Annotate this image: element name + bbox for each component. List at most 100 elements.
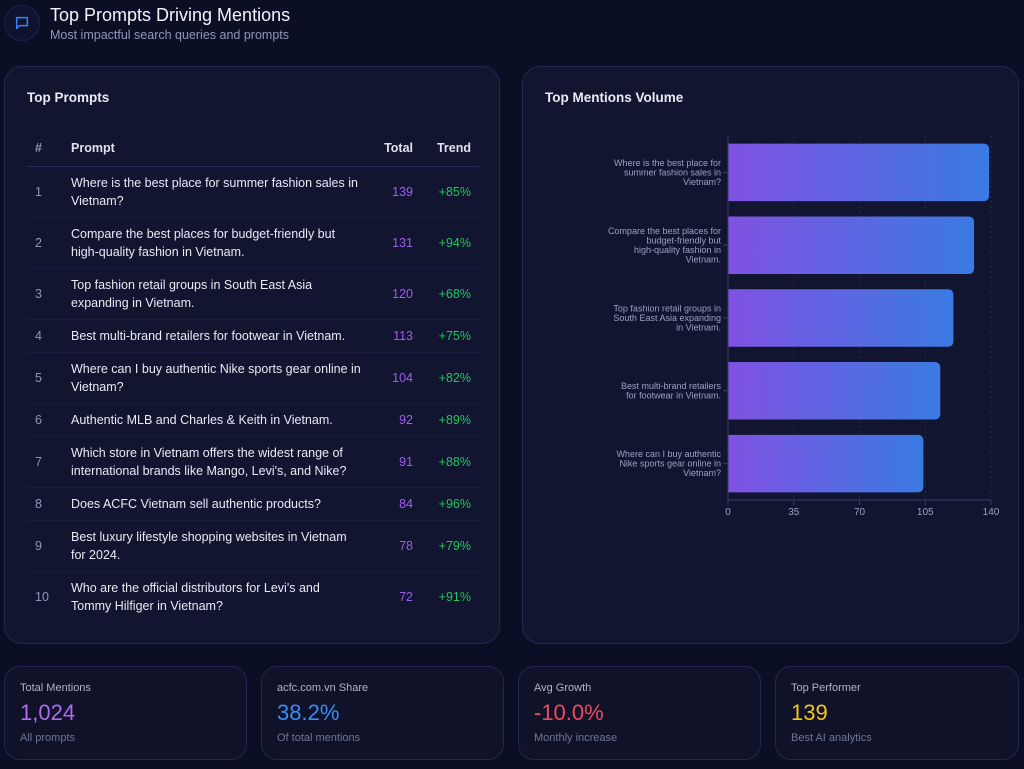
row-rank: 3 xyxy=(27,268,71,320)
page-header: Top Prompts Driving Mentions Most impact… xyxy=(4,2,290,46)
x-tick-label: 70 xyxy=(854,507,866,518)
bar-5 xyxy=(728,434,924,493)
top-prompts-table: # Prompt Total Trend 1 Where is the best … xyxy=(27,131,479,622)
row-total: 113 xyxy=(373,319,413,353)
y-category-label-line: Vietnam? xyxy=(683,177,721,187)
column-header-trend[interactable]: Trend xyxy=(413,131,479,167)
row-trend: +89% xyxy=(413,403,479,437)
y-category-label-line: Best multi-brand retailers xyxy=(621,381,722,391)
row-prompt: Compare the best places for budget-frien… xyxy=(71,217,373,269)
y-category-label: Where is the best place for summer fashio… xyxy=(614,158,721,187)
y-category-label-line: summer fashion sales in xyxy=(624,167,721,177)
row-rank: 6 xyxy=(27,403,71,437)
row-total: 120 xyxy=(373,268,413,320)
row-prompt: Authentic MLB and Charles & Keith in Vie… xyxy=(71,403,373,437)
table-row[interactable]: 6 Authentic MLB and Charles & Keith in Vi… xyxy=(27,403,479,437)
stat-subtext: Best AI analytics xyxy=(791,732,872,744)
row-total: 78 xyxy=(373,520,413,572)
row-rank: 1 xyxy=(27,166,71,218)
row-trend: +85% xyxy=(413,166,479,218)
row-total: 139 xyxy=(373,166,413,218)
row-rank: 7 xyxy=(27,436,71,488)
row-trend: +79% xyxy=(413,520,479,572)
row-trend: +91% xyxy=(438,589,471,604)
stat-label: Avg Growth xyxy=(534,682,592,694)
stat-label: Total Mentions xyxy=(20,682,91,694)
row-prompt: Best luxury lifestyle shopping websites … xyxy=(71,520,373,572)
y-category-label-line: South East Asia expanding xyxy=(613,313,721,323)
y-category-label: Where can I buy authentic Nike sports gea… xyxy=(616,449,721,478)
row-rank: 10 xyxy=(35,589,49,604)
y-category-label-line: Vietnam. xyxy=(686,254,721,264)
row-trend: +68% xyxy=(413,268,479,320)
table-row[interactable]: 3 Top fashion retail groups in South East… xyxy=(27,268,479,320)
row-trend: +75% xyxy=(413,319,479,353)
row-rank: 8 xyxy=(27,487,71,521)
table-row[interactable]: 2 Compare the best places for budget-frie… xyxy=(27,217,479,269)
row-total: 91 xyxy=(373,436,413,488)
y-category-label: Top fashion retail groups in South East A… xyxy=(613,304,721,333)
table-row[interactable]: 9 Best luxury lifestyle shopping websites… xyxy=(27,520,479,572)
x-tick-label: 35 xyxy=(788,507,800,518)
table-row[interactable]: 10 Who are the official distributors for … xyxy=(27,571,479,622)
bar-3 xyxy=(728,289,954,347)
y-category-label-line: high-quality fashion in xyxy=(634,245,721,255)
row-trend: +96% xyxy=(413,487,479,521)
stat-card-share: acfc.com.vn Share 38.2% Of total mention… xyxy=(261,666,504,760)
bar-1 xyxy=(728,143,990,202)
top-prompts-card: Top Prompts # Prompt Total Trend 1 Where … xyxy=(4,66,500,644)
table-row[interactable]: 8 Does ACFC Vietnam sell authentic produc… xyxy=(27,487,479,521)
stat-value-share: 38.2% xyxy=(277,700,340,725)
x-tick-label: 0 xyxy=(725,507,731,518)
stat-card-top-performer: Top Performer 139 Best AI analytics xyxy=(775,666,1019,760)
stat-subtext: Monthly increase xyxy=(534,732,618,744)
bar-2 xyxy=(728,216,975,274)
top-mentions-volume-card: Top Mentions Volume Where is the best pl… xyxy=(522,66,1019,644)
table-row[interactable]: 7 Which store in Vietnam offers the wides… xyxy=(27,436,479,488)
y-category-label-line: Where is the best place for xyxy=(614,158,721,168)
row-prompt: Top fashion retail groups in South East … xyxy=(71,268,373,320)
row-rank: 5 xyxy=(27,352,71,404)
y-category-label-line: budget-friendly but xyxy=(646,235,721,245)
table-header-row: # Prompt Total Trend xyxy=(27,131,479,167)
y-category-label-line: Compare the best places for xyxy=(608,226,721,236)
row-prompt: Does ACFC Vietnam sell authentic product… xyxy=(71,487,373,521)
stat-card-total-mentions: Total Mentions 1,024 All prompts xyxy=(4,666,247,760)
page-title: Top Prompts Driving Mentions xyxy=(50,5,291,25)
row-prompt: Where can I buy authentic Nike sports ge… xyxy=(71,352,373,404)
table-row[interactable]: 1 Where is the best place for summer fash… xyxy=(27,166,479,218)
row-rank: 2 xyxy=(27,217,71,269)
page-subtitle: Most impactful search queries and prompt… xyxy=(50,28,289,42)
y-category-label-line: Where can I buy authentic xyxy=(616,449,721,459)
table-row[interactable]: 4 Best multi-brand retailers for footwear… xyxy=(27,319,479,353)
stat-subtext: Of total mentions xyxy=(277,732,361,744)
row-total: 92 xyxy=(373,403,413,437)
column-header-total[interactable]: Total xyxy=(373,131,413,167)
table-row[interactable]: 5 Where can I buy authentic Nike sports g… xyxy=(27,352,479,404)
row-prompt: Who are the official distributors for Le… xyxy=(71,580,320,613)
y-category-label-line: Nike sports gear online in xyxy=(619,459,721,469)
x-tick-label: 105 xyxy=(917,507,934,518)
y-category-label-line: in Vietnam. xyxy=(676,323,721,333)
stat-value-top-performer: 139 xyxy=(791,700,828,725)
stat-card-avg-growth: Avg Growth -10.0% Monthly increase xyxy=(518,666,761,760)
row-prompt: Best multi-brand retailers for footwear … xyxy=(71,319,373,353)
row-trend: +82% xyxy=(413,352,479,404)
stat-value-avg-growth: -10.0% xyxy=(534,700,604,725)
chart-title: Top Mentions Volume xyxy=(545,90,684,105)
column-header-prompt[interactable]: Prompt xyxy=(71,131,373,167)
x-tick-label: 140 xyxy=(983,507,1000,518)
row-trend: +88% xyxy=(413,436,479,488)
bar-4 xyxy=(728,362,941,420)
y-category-label: Best multi-brand retailers for footwear i… xyxy=(621,381,722,401)
message-square-icon xyxy=(4,5,40,41)
y-category-label-line: Vietnam? xyxy=(683,468,721,478)
row-prompt: Where is the best place for summer fashi… xyxy=(71,166,373,218)
column-header-rank[interactable]: # xyxy=(27,131,71,167)
row-trend: +94% xyxy=(413,217,479,269)
mentions-bar-chart: Where is the best place for summer fashio… xyxy=(608,136,1000,518)
y-category-label-line: Top fashion retail groups in xyxy=(613,304,721,314)
row-total: 104 xyxy=(373,352,413,404)
row-total: 84 xyxy=(373,487,413,521)
stat-label: Top Performer xyxy=(791,682,861,694)
